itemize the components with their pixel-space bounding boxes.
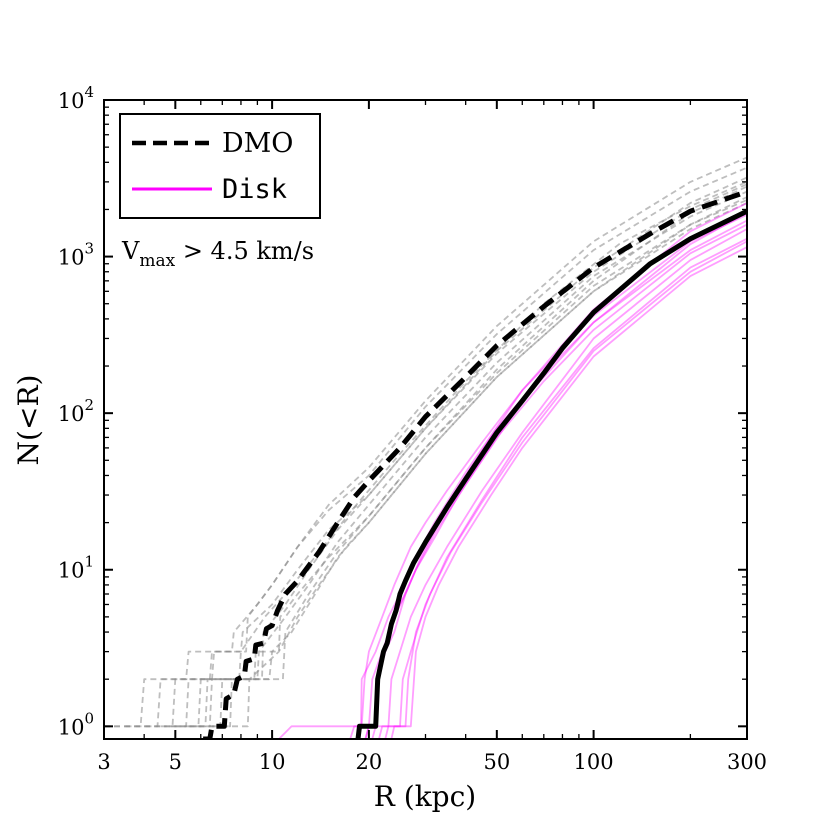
series-line-dmo-mean (203, 189, 747, 739)
series-line-dmo-run-9 (212, 196, 747, 728)
y-tick-label: 102 (58, 396, 94, 426)
y-axis-label: N(<R) (12, 375, 45, 466)
x-tick-label: 20 (356, 750, 383, 774)
x-tick-label: 5 (169, 750, 182, 774)
series-line-disk-run-7 (384, 240, 747, 739)
series-line-disk-run-2 (349, 219, 747, 739)
x-tick-label: 10 (259, 750, 286, 774)
series-layer (104, 156, 747, 739)
vmax-prefix: V (121, 237, 140, 265)
x-tick-label: 100 (574, 750, 614, 774)
legend-box (119, 113, 321, 219)
series-line-disk-run-3 (364, 228, 747, 739)
y-tick-label: 101 (58, 553, 94, 583)
series-line-disk-run-8 (364, 223, 747, 739)
x-tick-label: 50 (483, 750, 510, 774)
series-line-dmo-run-10 (175, 190, 747, 728)
vmax-annotation: Vmax > 4.5 km/s (121, 237, 314, 271)
x-axis-label: R (kpc) (374, 780, 476, 813)
legend-dmo-label: DMO (222, 128, 293, 159)
y-tick-label: 103 (58, 240, 94, 270)
series-line-disk-run-4 (378, 237, 747, 739)
series-line-disk-run-9 (390, 246, 747, 739)
series-line-disk-run-6 (357, 202, 747, 739)
plot-frame (103, 99, 748, 740)
series-line-disk-run-1 (278, 213, 747, 739)
vmax-suffix: > 4.5 km/s (175, 237, 314, 265)
y-tick-label: 104 (58, 83, 94, 113)
series-line-dmo-run-2 (125, 183, 747, 728)
series-line-dmo-run-4 (188, 202, 747, 728)
legend: DMO Disk (119, 113, 321, 219)
series-line-dmo-run-7 (198, 185, 747, 728)
series-line-dmo-run-5 (169, 176, 747, 728)
series-line-disk-mean (355, 208, 747, 739)
y-tick-label: 100 (58, 709, 94, 739)
vmax-subscript: max (139, 251, 175, 271)
x-tick-label: 300 (727, 750, 767, 774)
tick-layer: 100 101 102 103 104 3 5 10 20 50 100 300 (58, 83, 767, 774)
x-tick-label: 3 (97, 750, 110, 774)
legend-disk-label: Disk (222, 174, 287, 205)
